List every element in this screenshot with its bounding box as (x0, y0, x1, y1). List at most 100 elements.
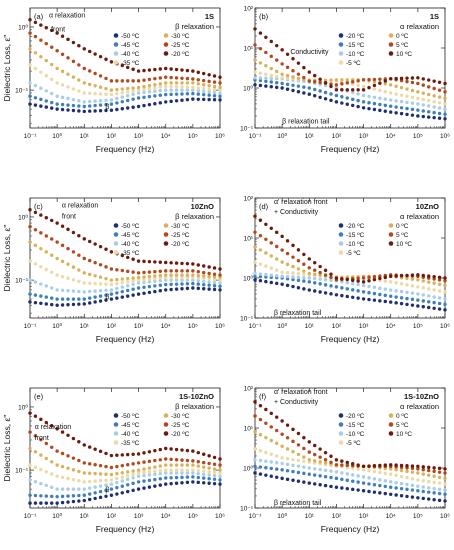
data-point (264, 264, 268, 268)
legend-marker (163, 42, 169, 47)
data-point (356, 467, 360, 471)
data-point (302, 465, 306, 469)
data-point (351, 473, 355, 477)
legend-marker (338, 422, 344, 427)
legend-label: -45 ºC (121, 422, 140, 429)
data-point (432, 281, 436, 285)
data-point (361, 84, 366, 89)
data-point (405, 302, 409, 307)
data-point (82, 302, 86, 306)
data-point (443, 283, 447, 288)
data-point (264, 473, 268, 477)
data-point (367, 489, 371, 494)
data-point (275, 244, 279, 249)
data-point (416, 478, 420, 482)
data-point (126, 276, 130, 281)
data-point (275, 454, 279, 458)
data-point (275, 428, 279, 433)
data-point (367, 77, 371, 82)
data-point (361, 489, 366, 493)
data-point (416, 90, 420, 94)
data-point (164, 278, 168, 282)
data-point (196, 97, 200, 101)
x-tick-label: 10⁻¹ (249, 513, 263, 520)
data-point (66, 246, 70, 251)
data-point (334, 276, 339, 280)
data-point (131, 462, 135, 466)
series--20C (253, 83, 447, 121)
data-point (323, 78, 328, 82)
data-point (345, 102, 349, 106)
data-point (405, 94, 409, 98)
data-point (323, 475, 328, 479)
data-point (212, 467, 217, 471)
data-point (39, 38, 43, 42)
data-point (367, 284, 371, 289)
data-point (28, 292, 32, 296)
data-point (50, 45, 54, 49)
data-point (323, 468, 328, 473)
data-point (60, 487, 65, 491)
data-point (131, 79, 135, 83)
y-tick-label: 10⁻¹ (15, 468, 29, 475)
x-tick-label: 10² (107, 323, 117, 330)
annotation: β relaxation tail (282, 118, 330, 125)
data-point (372, 464, 377, 468)
data-point (427, 115, 431, 119)
data-point (443, 90, 447, 94)
data-point (432, 300, 436, 305)
legend: -50 ºC-45 ºC-40 ºC-35 ºC-30 ºC-25 ºC-20 … (113, 33, 190, 67)
data-point (82, 109, 86, 114)
series-0C (253, 58, 447, 101)
data-point (98, 74, 103, 78)
data-point (432, 295, 436, 299)
data-point (55, 494, 59, 499)
data-point (340, 88, 344, 92)
data-point (367, 482, 371, 486)
data-point (158, 447, 162, 452)
series-5C (253, 43, 447, 94)
data-point (258, 248, 263, 252)
data-point (120, 471, 124, 475)
data-point (50, 423, 54, 428)
data-point (394, 463, 398, 467)
data-point (180, 88, 184, 92)
data-point (191, 459, 195, 463)
data-point (202, 78, 206, 83)
data-point (147, 466, 152, 470)
data-point (147, 259, 152, 264)
data-point (196, 471, 200, 476)
data-point (196, 278, 200, 283)
data-point (174, 447, 179, 452)
data-point (158, 260, 162, 264)
data-point (109, 288, 114, 292)
data-point (66, 103, 70, 107)
data-point (207, 97, 211, 102)
data-point (264, 35, 268, 39)
data-point (88, 49, 92, 54)
x-tick-label: 10¹ (80, 323, 90, 330)
data-point (88, 281, 92, 286)
legend-marker (338, 241, 344, 246)
legend-marker (338, 51, 344, 56)
legend-marker (113, 250, 119, 255)
data-point (351, 103, 355, 108)
data-point (351, 278, 355, 283)
annotation: + Conductivity (274, 399, 319, 406)
data-point (164, 273, 168, 277)
legend-label: -35 ºC (121, 440, 140, 447)
legend-label: -45 ºC (121, 42, 140, 49)
data-point (93, 91, 97, 96)
data-point (109, 472, 114, 477)
legend-marker (113, 60, 119, 65)
data-point (28, 31, 32, 35)
data-point (185, 286, 190, 291)
data-point (410, 284, 415, 288)
data-point (136, 88, 141, 92)
legend-label: -15 ºC (346, 422, 365, 429)
data-point (296, 443, 301, 447)
data-point (164, 84, 168, 88)
data-point (39, 494, 43, 498)
data-point (372, 83, 377, 88)
data-point (372, 77, 377, 82)
